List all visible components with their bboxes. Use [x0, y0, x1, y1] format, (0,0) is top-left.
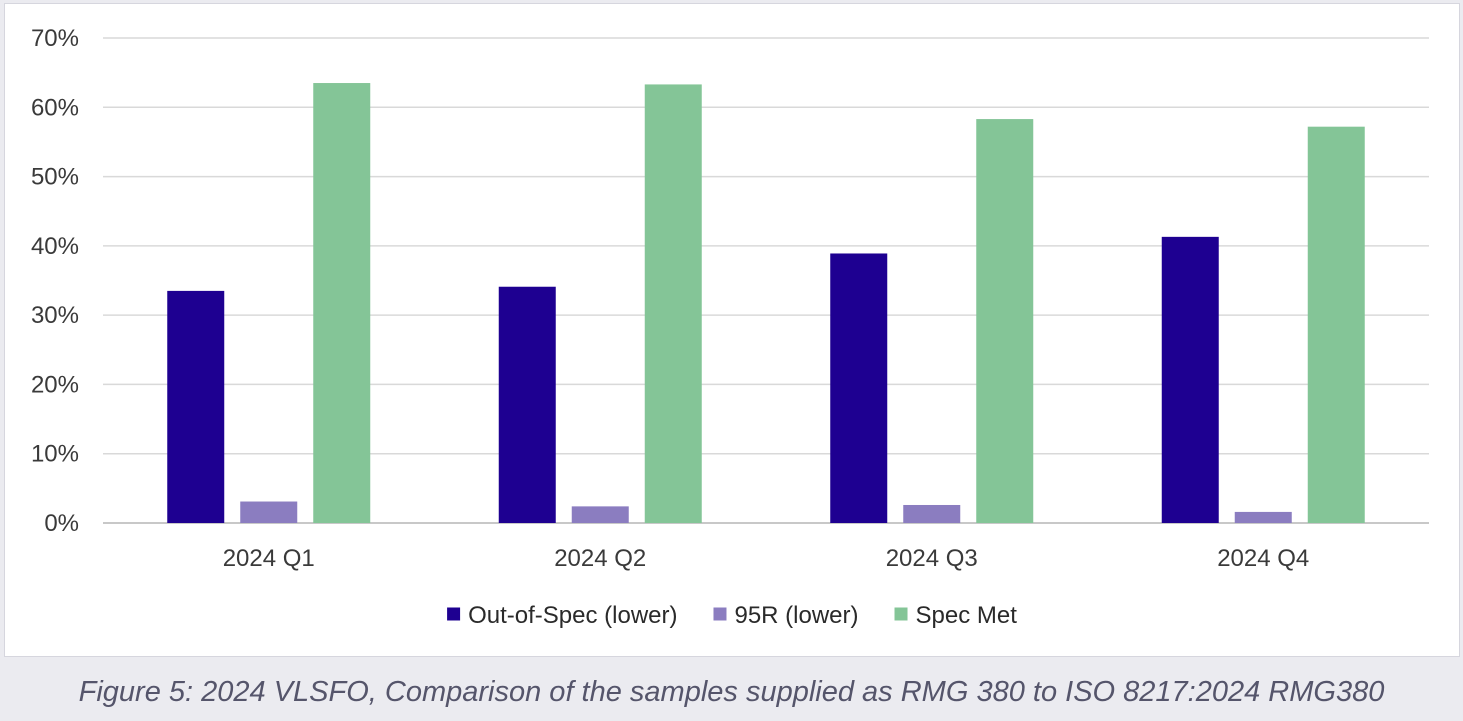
bar-spec-met-2024-q1 — [313, 83, 371, 524]
legend-swatch — [447, 607, 461, 621]
x-tick-label: 2024 Q2 — [554, 545, 646, 572]
legend-label: 95R (lower) — [734, 602, 858, 629]
bars — [167, 83, 1365, 524]
bar-95r-lower-2024-q1 — [240, 501, 298, 523]
bar-out-of-spec-lower-2024-q3 — [830, 253, 888, 523]
y-tick-label: 10% — [31, 441, 79, 468]
y-tick-label: 70% — [31, 25, 79, 52]
figure-caption: Figure 5: 2024 VLSFO, Comparison of the … — [78, 676, 1385, 708]
chart-panel: 0% 10% 20% 30% 40% 50% 60% 70% 2024 Q1 2024 Q2 20… — [4, 3, 1460, 657]
legend-label: Out-of-Spec (lower) — [468, 602, 677, 629]
legend: Out-of-Spec (lower) 95R (lower) Spec Met — [447, 602, 1017, 629]
bar-95r-lower-2024-q4 — [1234, 511, 1292, 523]
bar-spec-met-2024-q4 — [1307, 126, 1365, 523]
legend-swatch — [894, 607, 908, 621]
bar-chart: 0%10%20%30%40%50%60%70% 2024 Q1 2024 Q2 20… — [31, 25, 1429, 629]
y-tick-label: 30% — [31, 302, 79, 329]
legend-label: Spec Met — [916, 602, 1018, 629]
bar-out-of-spec-lower-2024-q2 — [498, 286, 556, 523]
legend-swatch — [713, 607, 727, 621]
x-axis-ticks: 2024 Q1 2024 Q2 2024 Q3 2024 Q4 — [223, 545, 1310, 572]
bar-spec-met-2024-q3 — [976, 119, 1034, 524]
bar-spec-met-2024-q2 — [644, 84, 702, 524]
x-tick-label: 2024 Q1 — [223, 545, 315, 572]
bar-out-of-spec-lower-2024-q1 — [167, 290, 225, 523]
y-tick-label: 0% — [44, 510, 79, 537]
y-tick-label: 40% — [31, 233, 79, 260]
bar-95r-lower-2024-q3 — [903, 504, 961, 523]
bar-out-of-spec-lower-2024-q4 — [1161, 236, 1219, 523]
y-axis-ticks: 0% 10% 20% 30% 40% 50% 60% 70% — [31, 25, 79, 537]
y-tick-label: 20% — [31, 371, 79, 398]
y-tick-label: 60% — [31, 94, 79, 121]
y-tick-label: 50% — [31, 164, 79, 191]
x-tick-label: 2024 Q3 — [886, 545, 978, 572]
gridlines — [103, 37, 1429, 524]
x-tick-label: 2024 Q4 — [1217, 545, 1309, 572]
bar-95r-lower-2024-q2 — [571, 506, 629, 523]
